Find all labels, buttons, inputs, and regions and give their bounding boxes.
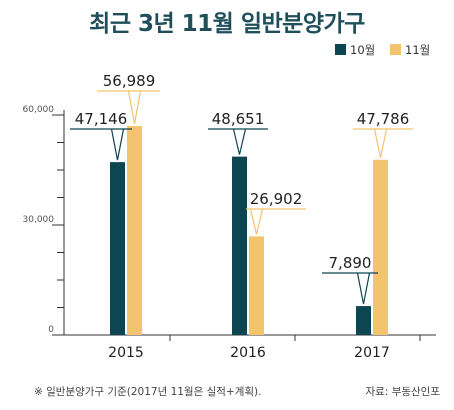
callout-pointer [127, 90, 142, 125]
legend-label-1: 11월 [405, 43, 430, 57]
callout-pointer [232, 128, 247, 155]
source-note: 자료: 부동산인포 [365, 386, 441, 398]
bar-2017-nov [373, 159, 388, 335]
callout-pointer [110, 128, 125, 161]
callout-pointer [356, 272, 371, 305]
data-label-2015-nov: 56,989 [103, 72, 156, 90]
bar-2016-nov [249, 236, 264, 335]
callout-pointer [249, 208, 264, 235]
legend-label-0: 10월 [350, 43, 375, 57]
y-tick-label: 60,000 [23, 105, 55, 115]
x-tick-label: 2016 [230, 345, 266, 361]
chart-title: 최근 3년 11월 일반분양가구 [89, 11, 365, 37]
bar-2015-nov [127, 126, 142, 335]
bar-2017-oct [356, 306, 371, 335]
footnote: ※ 일반분양가구 기준(2017년 11월은 실적+계획). [34, 386, 262, 398]
legend-swatch-0 [335, 44, 346, 55]
data-label-2017-nov: 47,786 [357, 110, 410, 128]
data-label-2017-oct: 7,890 [329, 254, 372, 272]
data-label-2016-oct: 48,651 [212, 110, 265, 128]
data-label-2015-oct: 47,146 [75, 110, 128, 128]
x-tick-label: 2015 [108, 345, 144, 361]
legend-swatch-1 [390, 44, 401, 55]
y-tick-label: 0 [48, 325, 54, 335]
y-tick-label: 30,000 [23, 215, 55, 225]
callout-pointer [373, 128, 388, 158]
bar-2016-oct [232, 156, 247, 335]
data-label-2016-nov: 26,902 [250, 190, 303, 208]
bar-2015-oct [110, 162, 125, 335]
x-tick-label: 2017 [354, 345, 390, 361]
